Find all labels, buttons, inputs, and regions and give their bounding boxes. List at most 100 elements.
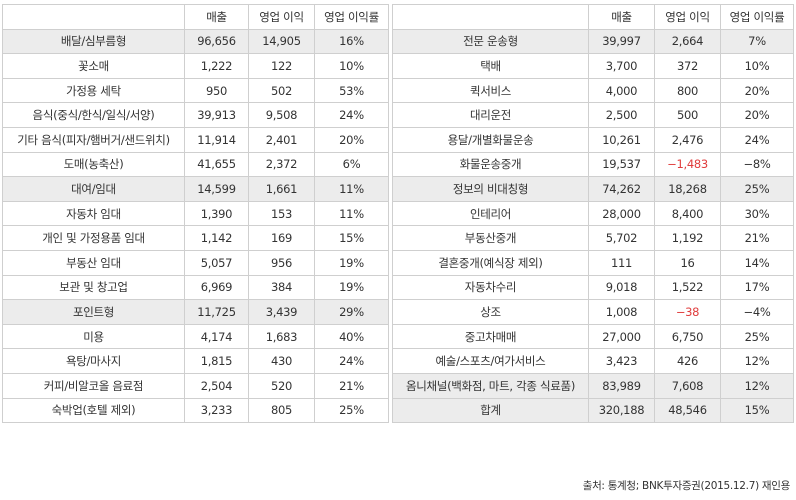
cell-category: 대리운전	[392, 102, 589, 128]
table-row: 결혼중개(예식장 제외) 111 16 14%	[392, 249, 794, 276]
cell-op-profit: 2,372	[248, 151, 315, 178]
right-table: 매출 영업 이익 영업 이익률 전문 운송형 39,997 2,664 7% 택배 3,7…	[392, 4, 794, 424]
cell-sales: 4,000	[588, 77, 655, 104]
table-row: 숙박업(호텔 제외) 3,233 805 25%	[2, 397, 389, 424]
cell-op-profit: 1,192	[654, 225, 721, 251]
cell-op-profit: 16	[654, 249, 721, 276]
table-row: 자동차 임대 1,390 153 11%	[2, 200, 389, 227]
table-row: 욕탕/마사지 1,815 430 24%	[2, 348, 389, 374]
source-note: 출처: 통계청; BNK투자증권(2015.12.7) 재인용	[582, 480, 791, 492]
cell-op-margin: −8%	[720, 151, 794, 178]
left-table-body: 배달/심부름형 96,656 14,905 16% 꽃소매 1,222 122 10% 가정용 …	[2, 28, 389, 424]
table-row: 택배 3,700 372 10%	[392, 53, 794, 79]
table-row: 도매(농축산) 41,655 2,372 6%	[2, 151, 389, 178]
cell-category: 정보의 비대칭형	[392, 176, 589, 202]
header-op-margin: 영업 이익률	[720, 4, 794, 30]
table-row: 용달/개별화물운송 10,261 2,476 24%	[392, 126, 794, 153]
cell-op-margin: 7%	[720, 28, 794, 55]
cell-sales: 39,997	[588, 28, 655, 55]
table-row: 커피/비알코올 음료점 2,504 520 21%	[2, 372, 389, 399]
table-row: 가정용 세탁 950 502 53%	[2, 77, 389, 104]
left-table: 매출 영업 이익 영업 이익률 배달/심부름형 96,656 14,905 16% 꽃소…	[2, 4, 389, 424]
cell-op-profit: −38	[654, 299, 721, 325]
cell-op-profit: 520	[248, 372, 315, 399]
cell-sales: 320,188	[588, 397, 655, 424]
header-sales: 매출	[588, 4, 655, 30]
cell-category: 숙박업(호텔 제외)	[2, 397, 185, 424]
cell-op-margin: 25%	[314, 397, 389, 424]
cell-category: 자동차수리	[392, 274, 589, 301]
cell-op-profit: 372	[654, 53, 721, 79]
cell-op-profit: −1,483	[654, 151, 721, 178]
cell-op-margin: 53%	[314, 77, 389, 104]
cell-op-profit: 1,522	[654, 274, 721, 301]
cell-op-margin: 21%	[314, 372, 389, 399]
cell-sales: 9,018	[588, 274, 655, 301]
cell-category: 대여/임대	[2, 176, 185, 202]
cell-op-profit: 122	[248, 53, 315, 79]
cell-sales: 83,989	[588, 372, 655, 399]
cell-category: 옴니채널(백화점, 마트, 각종 식료품)	[392, 372, 589, 399]
cell-category: 꽃소매	[2, 53, 185, 79]
cell-op-profit: 426	[654, 348, 721, 374]
cell-op-profit: 3,439	[248, 299, 315, 325]
table-row: 정보의 비대칭형 74,262 18,268 25%	[392, 176, 794, 202]
cell-op-profit: 48,546	[654, 397, 721, 424]
cell-op-margin: 16%	[314, 28, 389, 55]
cell-sales: 10,261	[588, 126, 655, 153]
table-row: 합계 320,188 48,546 15%	[392, 397, 794, 424]
cell-category: 결혼중개(예식장 제외)	[392, 249, 589, 276]
cell-sales: 5,057	[184, 249, 249, 276]
cell-op-profit: 9,508	[248, 102, 315, 128]
cell-op-margin: 10%	[314, 53, 389, 79]
cell-op-profit: 8,400	[654, 200, 721, 227]
cell-category: 포인트형	[2, 299, 185, 325]
cell-op-profit: 384	[248, 274, 315, 301]
cell-category: 보관 및 창고업	[2, 274, 185, 301]
cell-sales: 2,504	[184, 372, 249, 399]
cell-op-margin: −4%	[720, 299, 794, 325]
cell-op-margin: 15%	[720, 397, 794, 424]
cell-sales: 19,537	[588, 151, 655, 178]
table-row: 부동산중개 5,702 1,192 21%	[392, 225, 794, 251]
cell-op-margin: 11%	[314, 176, 389, 202]
cell-op-profit: 500	[654, 102, 721, 128]
cell-category: 택배	[392, 53, 589, 79]
table-row: 부동산 임대 5,057 956 19%	[2, 249, 389, 276]
table-row: 배달/심부름형 96,656 14,905 16%	[2, 28, 389, 55]
cell-sales: 6,969	[184, 274, 249, 301]
cell-op-profit: 800	[654, 77, 721, 104]
cell-sales: 5,702	[588, 225, 655, 251]
cell-sales: 41,655	[184, 151, 249, 178]
cell-sales: 4,174	[184, 323, 249, 350]
cell-category: 욕탕/마사지	[2, 348, 185, 374]
table-row: 퀵서비스 4,000 800 20%	[392, 77, 794, 104]
header-sales: 매출	[184, 4, 249, 30]
cell-category: 부동산중개	[392, 225, 589, 251]
cell-op-profit: 1,661	[248, 176, 315, 202]
cell-sales: 96,656	[184, 28, 249, 55]
header-op-margin: 영업 이익률	[314, 4, 389, 30]
cell-op-margin: 19%	[314, 274, 389, 301]
cell-category: 커피/비알코올 음료점	[2, 372, 185, 399]
cell-category: 부동산 임대	[2, 249, 185, 276]
cell-op-margin: 25%	[720, 323, 794, 350]
cell-op-profit: 14,905	[248, 28, 315, 55]
cell-sales: 3,423	[588, 348, 655, 374]
cell-op-margin: 14%	[720, 249, 794, 276]
cell-sales: 1,815	[184, 348, 249, 374]
cell-category: 도매(농축산)	[2, 151, 185, 178]
table-row: 기타 음식(피자/햄버거/샌드위치) 11,914 2,401 20%	[2, 126, 389, 153]
table-row: 보관 및 창고업 6,969 384 19%	[2, 274, 389, 301]
cell-op-profit: 430	[248, 348, 315, 374]
cell-category: 음식(중식/한식/일식/서양)	[2, 102, 185, 128]
cell-sales: 950	[184, 77, 249, 104]
header-category	[392, 4, 589, 30]
table-row: 자동차수리 9,018 1,522 17%	[392, 274, 794, 301]
cell-op-profit: 153	[248, 200, 315, 227]
left-header-row: 매출 영업 이익 영업 이익률	[2, 4, 389, 30]
cell-op-margin: 12%	[720, 372, 794, 399]
cell-op-margin: 6%	[314, 151, 389, 178]
cell-op-profit: 7,608	[654, 372, 721, 399]
cell-op-margin: 21%	[720, 225, 794, 251]
